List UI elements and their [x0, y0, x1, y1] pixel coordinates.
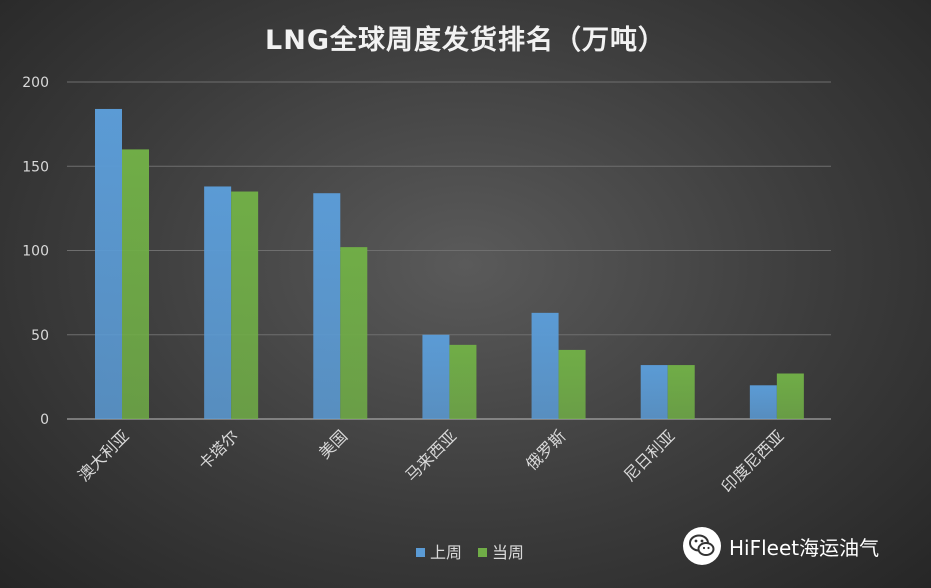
chart-title: LNG全球周度发货排名（万吨） [265, 25, 666, 56]
watermark: HiFleet海运油气 [683, 527, 879, 565]
legend-swatch [478, 548, 487, 557]
bar-上周 [531, 312, 559, 419]
x-tick-label: 澳大利亚 [74, 426, 133, 485]
bar-当周 [340, 247, 368, 419]
bar-当周 [558, 349, 586, 419]
x-tick-label: 马来西亚 [402, 426, 461, 485]
bar-当周 [231, 191, 259, 419]
wechat-icon [683, 527, 721, 565]
bar-上周 [204, 186, 232, 419]
y-tick-label: 150 [22, 159, 49, 175]
x-tick-label: 印度尼西亚 [718, 426, 788, 496]
y-tick-label: 0 [40, 412, 49, 428]
y-tick-label: 200 [22, 75, 49, 91]
bar-上周 [313, 193, 341, 419]
bar-上周 [749, 385, 777, 419]
x-tick-label: 俄罗斯 [522, 426, 569, 473]
legend-label: 当周 [492, 543, 524, 562]
x-tick-label: 卡塔尔 [195, 426, 242, 473]
bar-上周 [422, 334, 450, 419]
bar-上周 [95, 108, 122, 420]
legend-swatch [416, 548, 425, 557]
x-tick-label: 尼日利亚 [620, 426, 679, 485]
bar-当周 [667, 365, 695, 419]
bar-上周 [640, 365, 668, 419]
bar-当周 [776, 373, 804, 419]
bar-当周 [449, 344, 477, 419]
bar-当周 [122, 149, 149, 419]
watermark-text: HiFleet海运油气 [729, 535, 880, 560]
legend-label: 上周 [430, 543, 462, 562]
y-tick-label: 50 [31, 328, 49, 344]
y-tick-label: 100 [22, 244, 49, 260]
x-tick-label: 美国 [315, 426, 351, 462]
